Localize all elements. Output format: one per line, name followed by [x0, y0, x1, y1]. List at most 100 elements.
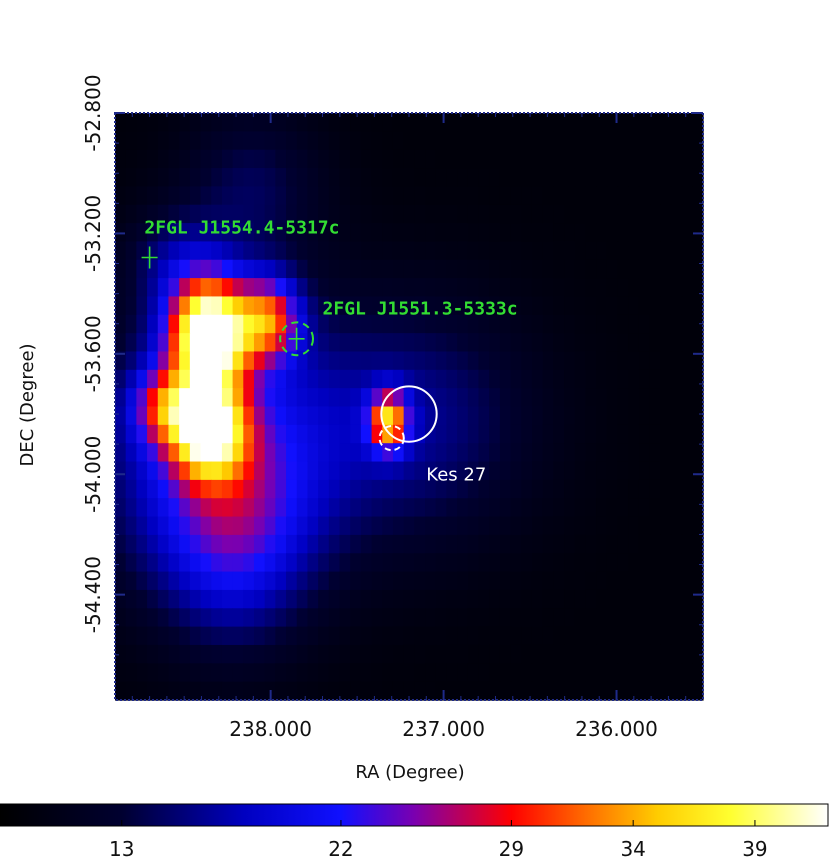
heatmap-cell: [531, 278, 544, 298]
heatmap-cell: [606, 223, 619, 242]
heatmap-cell: [136, 388, 148, 408]
heatmap-cell: [531, 204, 544, 224]
heatmap-cell: [553, 516, 565, 536]
heatmap-cell: [499, 278, 512, 298]
heatmap-cell: [585, 186, 597, 206]
heatmap-cell: [681, 626, 693, 646]
heatmap-cell: [467, 113, 480, 132]
heatmap-cell: [157, 278, 170, 298]
heatmap-cell: [692, 241, 704, 261]
heatmap-cell: [200, 131, 212, 151]
heatmap-cell: [147, 644, 159, 664]
heatmap-cell: [360, 168, 373, 187]
heatmap-cell: [681, 644, 693, 664]
heatmap-cell: [179, 168, 191, 187]
heatmap-cell: [392, 461, 405, 481]
heatmap-cell: [478, 388, 490, 408]
heatmap-cell: [168, 131, 180, 151]
heatmap-cell: [617, 681, 629, 701]
heatmap-cell: [200, 571, 212, 591]
heatmap-cell: [157, 296, 170, 316]
heatmap-cell: [670, 424, 683, 444]
heatmap-cell: [638, 589, 651, 609]
heatmap-cell: [371, 534, 383, 554]
heatmap-cell: [403, 406, 415, 426]
heatmap-cell: [457, 149, 469, 169]
heatmap-cell: [617, 314, 629, 334]
heatmap-cell: [147, 241, 159, 261]
heatmap-cell: [510, 534, 522, 554]
heatmap-cell: [243, 424, 255, 444]
heatmap-cell: [264, 553, 276, 573]
heatmap-cell: [403, 516, 415, 536]
heatmap-cell: [307, 369, 319, 389]
heatmap-cell: [243, 204, 255, 224]
heatmap-cell: [318, 296, 330, 316]
heatmap-cell: [489, 204, 501, 224]
heatmap-cell: [286, 131, 298, 151]
heatmap-cell: [147, 388, 159, 408]
heatmap-cell: [179, 479, 191, 499]
heatmap-cell: [157, 681, 170, 701]
heatmap-cell: [350, 424, 362, 444]
heatmap-cell: [499, 241, 512, 261]
heatmap-cell: [350, 589, 362, 609]
heatmap-cell: [596, 113, 608, 132]
heatmap-cell: [136, 186, 148, 206]
heatmap-cell: [489, 516, 501, 536]
heatmap-cell: [264, 589, 276, 609]
heatmap-cell: [414, 443, 426, 463]
heatmap-cell: [521, 663, 533, 683]
heatmap-cell: [617, 534, 629, 554]
heatmap-cell: [318, 516, 330, 536]
heatmap-cell: [147, 149, 159, 169]
heatmap-cell: [221, 259, 234, 279]
heatmap-cell: [521, 369, 533, 389]
heatmap-cell: [286, 369, 298, 389]
heatmap-cell: [350, 406, 362, 426]
heatmap-cell: [628, 461, 640, 481]
heatmap-cell: [542, 131, 554, 151]
heatmap-cell: [189, 388, 202, 408]
heatmap-cell: [531, 644, 544, 664]
heatmap-cell: [553, 571, 565, 591]
heatmap-cell: [189, 516, 202, 536]
fermi-source-label: 2FGL J1554.4-5317c: [144, 217, 339, 238]
heatmap-cell: [585, 626, 597, 646]
heatmap-cell: [371, 113, 383, 132]
heatmap-cell: [467, 406, 480, 426]
heatmap-cell: [392, 589, 405, 609]
heatmap-cell: [670, 278, 683, 298]
heatmap-cell: [403, 681, 415, 701]
heatmap-cell: [328, 223, 341, 242]
heatmap-cell: [521, 626, 533, 646]
heatmap-cell: [457, 681, 469, 701]
heatmap-cell: [307, 168, 319, 187]
heatmap-cell: [243, 149, 255, 169]
heatmap-cell: [157, 479, 170, 499]
heatmap-cell: [350, 644, 362, 664]
heatmap-cell: [243, 626, 255, 646]
heatmap-cell: [115, 296, 127, 316]
heatmap-cell: [499, 608, 512, 628]
heatmap-cell: [360, 461, 373, 481]
heatmap-cell: [392, 424, 405, 444]
heatmap-cell: [606, 644, 619, 664]
heatmap-cell: [564, 278, 576, 298]
heatmap-cell: [115, 443, 127, 463]
heatmap-cell: [179, 369, 191, 389]
heatmap-cell: [425, 461, 437, 481]
heatmap-cell: [542, 241, 554, 261]
heatmap-cell: [606, 278, 619, 298]
heatmap-cell: [467, 571, 480, 591]
heatmap-cell: [221, 626, 234, 646]
heatmap-cell: [147, 516, 159, 536]
heatmap-cell: [286, 443, 298, 463]
heatmap-cell: [189, 259, 202, 279]
heatmap-cell: [617, 663, 629, 683]
heatmap-cell: [275, 516, 287, 536]
heatmap-cell: [510, 553, 522, 573]
heatmap-cell: [617, 241, 629, 261]
heatmap-cell: [638, 333, 651, 353]
heatmap-cell: [414, 589, 426, 609]
